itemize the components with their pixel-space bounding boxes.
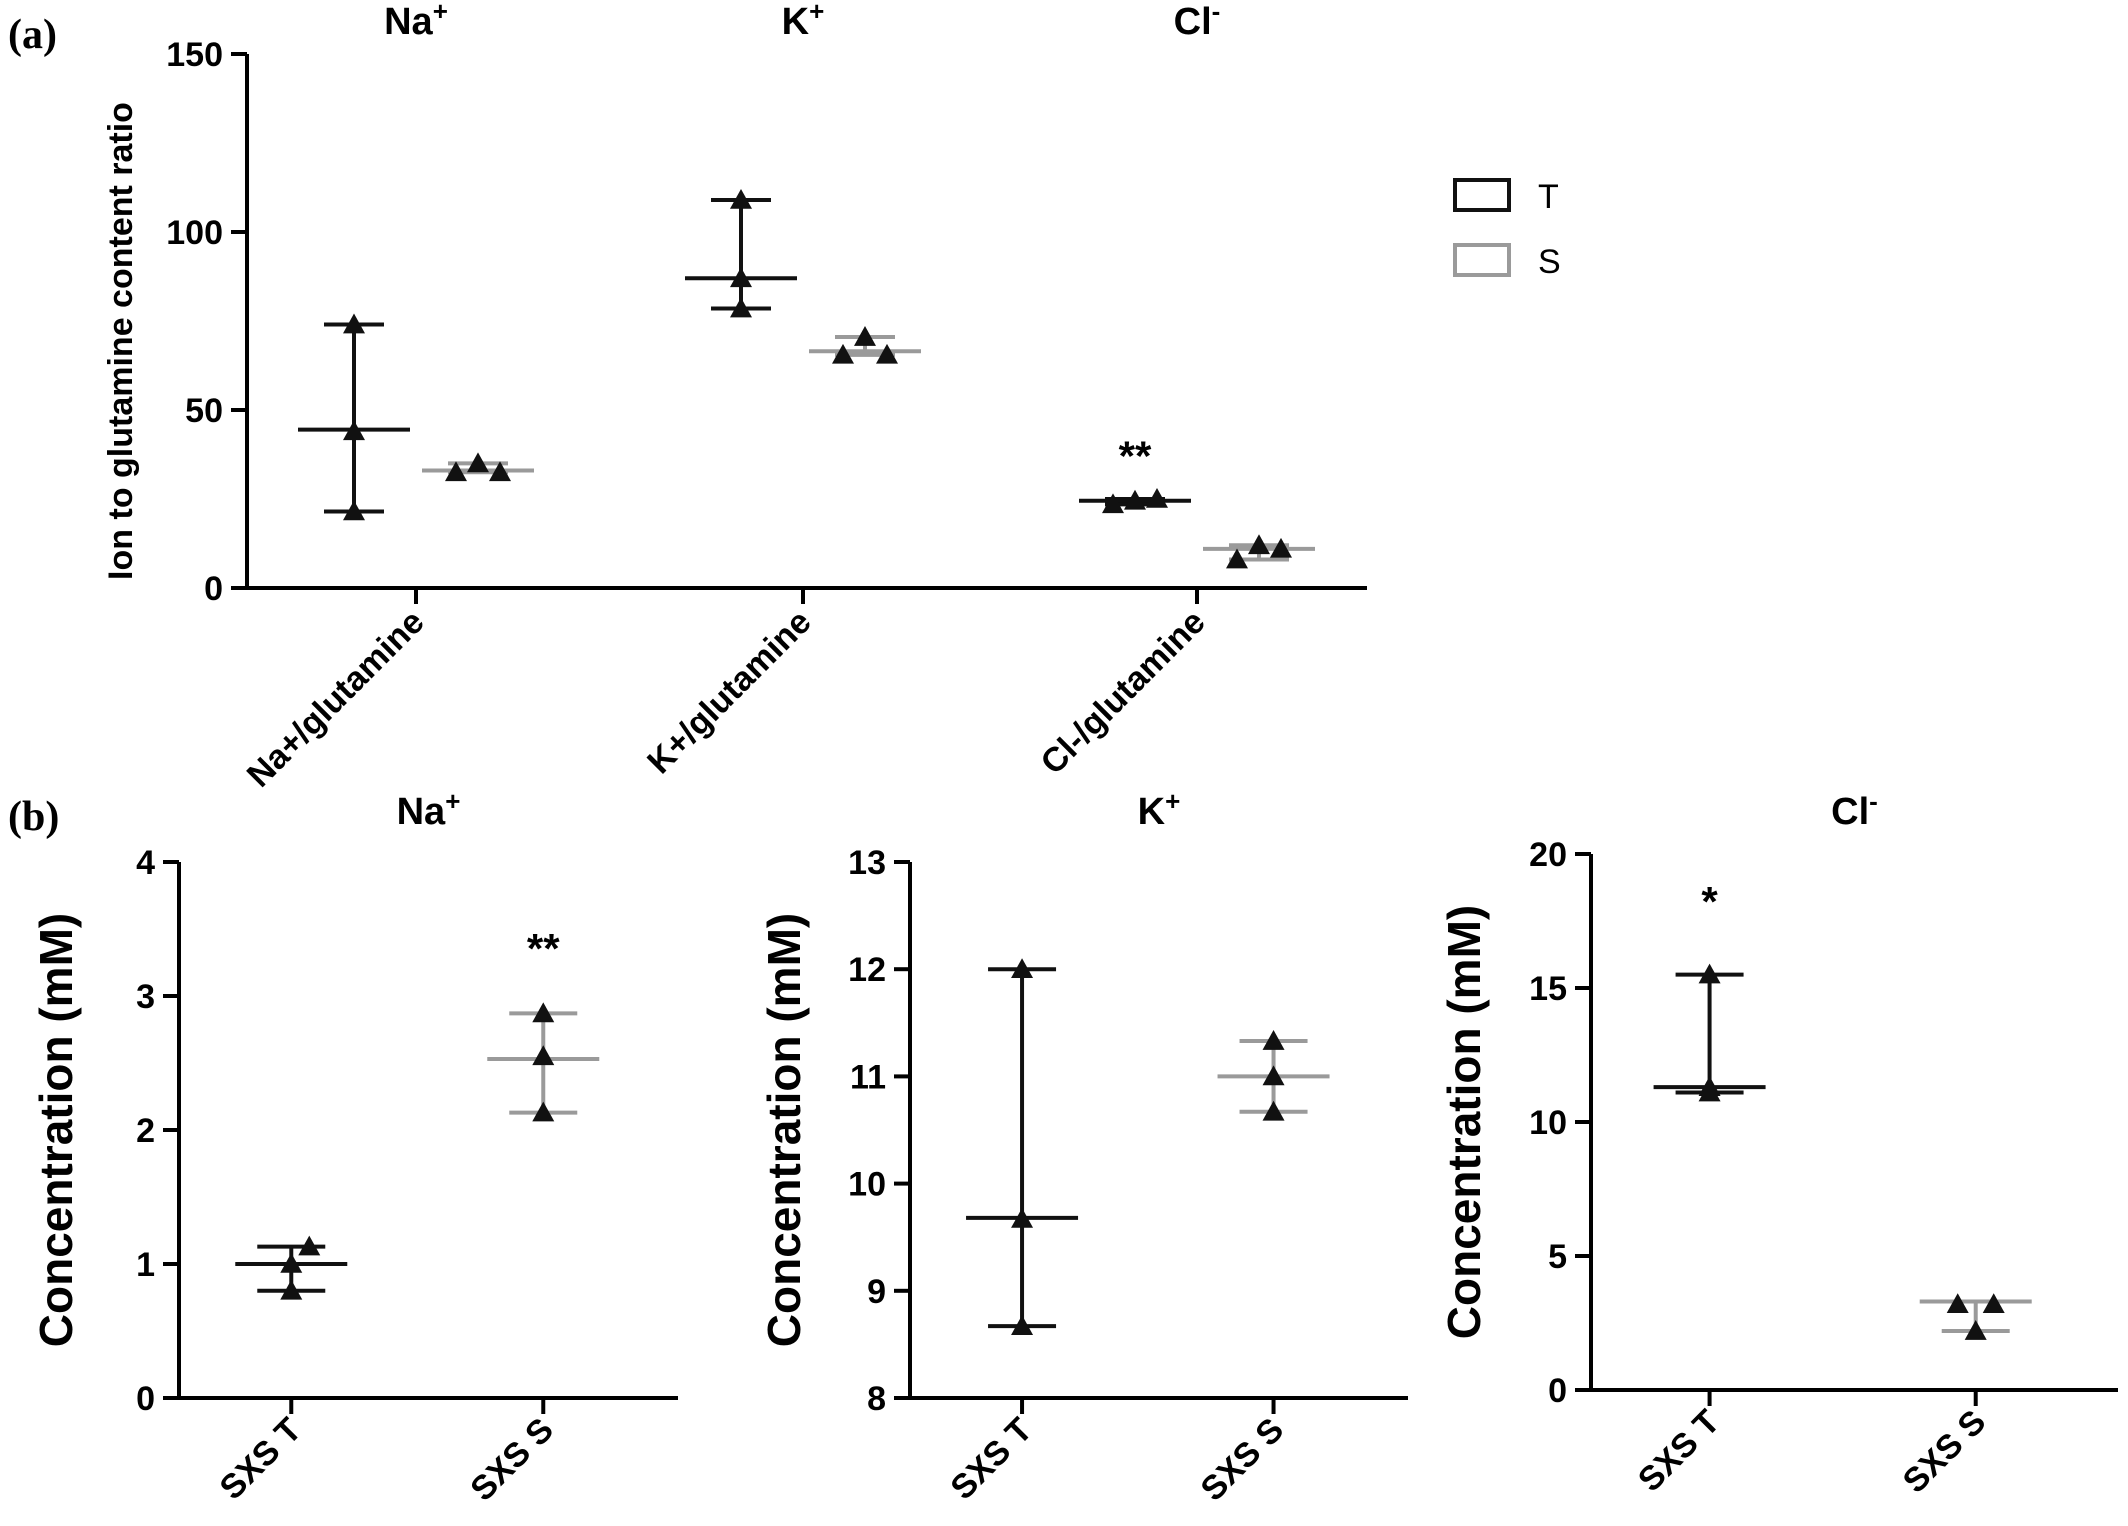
x-tick-label: Na+/glutamine xyxy=(240,603,432,795)
data-point-T xyxy=(280,1253,303,1273)
x-tick-label: SXS S xyxy=(1193,1411,1291,1509)
data-point-S xyxy=(832,343,854,364)
category-title: Cl- xyxy=(1174,0,1221,43)
significance-label: ** xyxy=(1119,432,1152,479)
panel-label-b: (b) xyxy=(8,794,59,840)
legend-swatch-S xyxy=(1453,243,1511,277)
data-point-S xyxy=(1946,1293,1969,1314)
data-point-S xyxy=(532,1101,555,1122)
x-tick-label: SXS S xyxy=(463,1411,561,1509)
data-point-S xyxy=(532,1002,555,1023)
y-tick-label: 8 xyxy=(867,1380,886,1418)
data-point-S xyxy=(1262,1030,1285,1050)
y-axis-title: Ion to glutamine content ratio xyxy=(102,102,140,580)
y-tick-label: 10 xyxy=(1529,1104,1567,1142)
data-point-T xyxy=(1102,493,1124,514)
y-tick-label: 0 xyxy=(204,570,223,608)
data-point-S xyxy=(467,452,489,473)
data-point-T xyxy=(1146,488,1168,508)
y-tick-label: 5 xyxy=(1548,1238,1567,1276)
y-tick-label: 9 xyxy=(867,1273,886,1311)
panel-b-k-chart: 8 9 10 11 12 13 Concentration (mM) K+ SXS T SXS S xyxy=(758,786,1408,1508)
data-point-S xyxy=(1226,548,1248,569)
data-point-S xyxy=(876,343,898,364)
significance-label: ** xyxy=(527,925,560,972)
panel-b-cl-chart: 0 5 10 15 20 Concentration (mM) Cl- SXS T SXS S * xyxy=(1438,786,2118,1500)
panel-a-chart: 0 50 100 150 Ion to glutamine content ratio N… xyxy=(102,0,1367,795)
x-tick-label: SXS T xyxy=(213,1411,310,1508)
data-point-T xyxy=(1698,1076,1721,1096)
legend-swatch-T xyxy=(1453,178,1511,212)
y-tick-label: 2 xyxy=(136,1112,155,1150)
y-tick-label: 3 xyxy=(136,978,155,1016)
y-tick-label: 0 xyxy=(136,1380,155,1418)
data-point-S xyxy=(1248,534,1270,555)
category-title: K+ xyxy=(782,0,825,43)
data-point-S xyxy=(489,461,511,482)
data-point-S xyxy=(1262,1100,1285,1121)
y-tick-label: 150 xyxy=(166,36,223,74)
data-point-S xyxy=(532,1045,555,1066)
data-point-T xyxy=(1698,963,1721,984)
x-tick-label: SXS S xyxy=(1896,1403,1994,1501)
data-point-T xyxy=(730,267,752,288)
y-tick-label: 4 xyxy=(136,844,155,882)
y-tick-label: 100 xyxy=(166,214,223,252)
chart-title: Cl- xyxy=(1831,786,1878,833)
x-tick-label: K+/glutamine xyxy=(640,603,819,782)
data-point-T xyxy=(730,188,752,209)
data-point-T xyxy=(730,297,752,318)
data-point-T xyxy=(343,420,365,441)
category-title: Na+ xyxy=(384,0,448,43)
y-tick-label: 0 xyxy=(1548,1372,1567,1410)
chart-title: Na+ xyxy=(397,786,461,833)
y-tick-label: 11 xyxy=(850,1058,886,1096)
data-point-T xyxy=(1124,489,1146,510)
data-point-T xyxy=(343,313,365,334)
data-point-S xyxy=(445,461,467,482)
x-tick-label: Cl-/glutamine xyxy=(1034,603,1213,782)
data-point-T xyxy=(298,1235,321,1256)
panel-label-a: (a) xyxy=(8,12,57,58)
data-point-S xyxy=(1982,1293,2005,1314)
y-tick-label: 20 xyxy=(1529,836,1567,874)
data-point-T xyxy=(1011,1315,1034,1335)
legend: TS xyxy=(1453,178,1561,281)
y-tick-label: 10 xyxy=(848,1166,886,1204)
x-tick-label: SXS T xyxy=(943,1411,1040,1508)
panel-b-na-chart: 0 1 2 3 4 Concentration (mM) Na+ SXS T SXS S ** xyxy=(30,786,678,1508)
data-point-S xyxy=(1270,537,1292,558)
y-tick-label: 50 xyxy=(185,392,223,430)
y-tick-label: 13 xyxy=(848,844,886,882)
legend-label-S: S xyxy=(1538,243,1561,281)
y-axis-title: Concentration (mM) xyxy=(758,913,810,1347)
y-tick-label: 15 xyxy=(1529,970,1567,1008)
data-point-S xyxy=(1964,1320,1987,1340)
data-point-S xyxy=(1262,1065,1285,1086)
significance-label: * xyxy=(1701,878,1718,925)
data-point-T xyxy=(1011,958,1034,978)
chart-title: K+ xyxy=(1138,786,1181,833)
data-point-T xyxy=(1011,1207,1034,1228)
y-tick-label: 1 xyxy=(136,1246,155,1284)
y-axis-title: Concentration (mM) xyxy=(1438,905,1490,1339)
data-point-T xyxy=(280,1279,303,1300)
data-point-S xyxy=(854,326,876,346)
x-tick-label: SXS T xyxy=(1631,1403,1728,1500)
legend-label-T: T xyxy=(1538,178,1559,216)
data-point-T xyxy=(343,500,365,521)
y-tick-label: 12 xyxy=(848,951,886,989)
y-axis-title: Concentration (mM) xyxy=(30,913,82,1347)
